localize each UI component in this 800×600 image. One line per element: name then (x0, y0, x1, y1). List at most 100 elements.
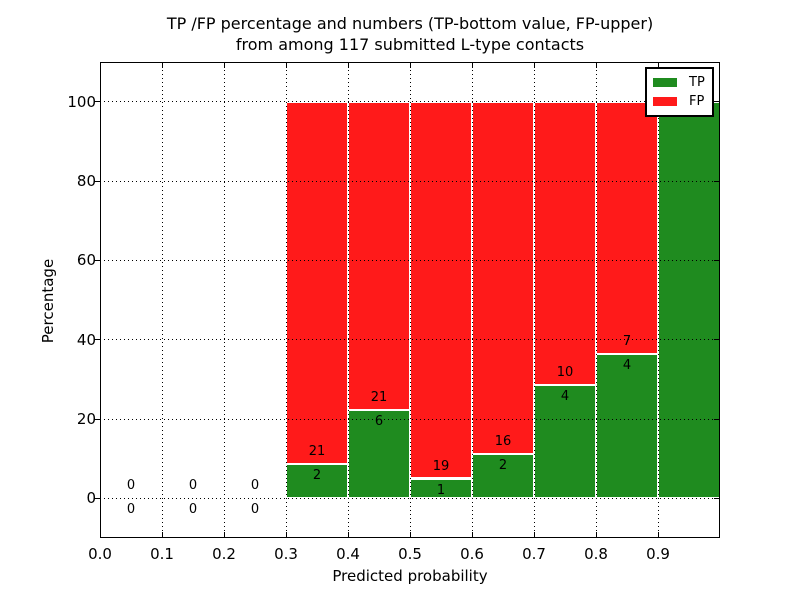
legend: TP FP (645, 67, 714, 117)
y-tick-label: 80 (76, 172, 96, 190)
tp-count-label: 1 (436, 482, 446, 498)
y-tick-mark (714, 339, 720, 341)
gridline-vertical (223, 62, 225, 538)
x-tick-label: 0.7 (522, 545, 546, 563)
y-tick-label: 0 (86, 489, 96, 508)
gridline-vertical (471, 62, 473, 538)
legend-item-fp: FP (653, 92, 712, 111)
x-tick-label: 0.9 (646, 545, 670, 563)
y-tick-mark (714, 418, 720, 420)
x-tick-label: 0.8 (584, 545, 608, 563)
legend-label-fp: FP (689, 94, 705, 109)
gridline-vertical (533, 62, 535, 538)
y-tick-mark (94, 180, 100, 182)
x-tick-mark (595, 62, 597, 68)
tp-count-label: 0 (250, 502, 260, 518)
fp-count-label: 10 (556, 364, 574, 380)
y-tick-mark (94, 418, 100, 420)
y-tick-mark (714, 180, 720, 182)
y-axis-label: Percentage (39, 258, 57, 344)
x-tick-mark (409, 532, 411, 538)
tp-count-label: 6 (374, 414, 384, 430)
x-tick-mark (657, 62, 659, 68)
legend-item-tp: TP (653, 73, 712, 92)
x-tick-mark (99, 532, 101, 538)
x-axis-label: Predicted probability (332, 567, 488, 585)
x-tick-mark (99, 62, 101, 68)
gridline-horizontal (100, 259, 720, 261)
fp-color-swatch (653, 97, 677, 106)
bar-fp-segment (410, 101, 472, 479)
x-tick-mark (285, 532, 287, 538)
fp-count-label: 19 (432, 458, 450, 474)
x-tick-label: 0.1 (150, 545, 174, 563)
bar-tp-segment (596, 353, 658, 499)
chart-title: TP /FP percentage and numbers (TP-bottom… (100, 13, 720, 55)
y-tick-mark (94, 101, 100, 103)
gridline-vertical (409, 62, 411, 538)
y-tick-label: 40 (76, 330, 96, 349)
x-tick-mark (595, 532, 597, 538)
tp-count-label: 4 (560, 388, 570, 404)
x-tick-label: 0.2 (212, 545, 236, 563)
x-tick-mark (347, 62, 349, 68)
fp-count-label: 21 (370, 390, 388, 406)
x-tick-label: 0.5 (398, 545, 422, 563)
x-tick-mark (471, 62, 473, 68)
gridline-horizontal (100, 339, 720, 341)
fp-count-label: 21 (308, 443, 326, 459)
y-tick-mark (714, 497, 720, 499)
legend-label-tp: TP (689, 75, 705, 90)
bar-fp-segment (534, 101, 596, 385)
x-tick-mark (471, 532, 473, 538)
x-tick-mark (223, 532, 225, 538)
tp-color-swatch (653, 78, 677, 87)
bar-tp-segment (348, 410, 410, 499)
tp-count-label: 0 (188, 502, 198, 518)
bar-fp-segment (286, 101, 348, 464)
chart-title-line1: TP /FP percentage and numbers (TP-bottom… (166, 14, 654, 33)
chart-title-line2: from among 117 submitted L-type contacts (235, 35, 585, 54)
x-tick-label: 0.4 (336, 545, 360, 563)
x-tick-label: 0.0 (88, 545, 112, 563)
y-tick-mark (94, 339, 100, 341)
y-tick-label: 100 (67, 92, 96, 111)
gridline-vertical (657, 62, 659, 538)
y-tick-mark (714, 259, 720, 261)
bar-tp-segment (286, 463, 348, 499)
x-tick-label: 0.3 (274, 545, 298, 563)
fp-count-label: 16 (494, 434, 512, 450)
bar-tp-segment (658, 101, 720, 499)
x-tick-mark (533, 62, 535, 68)
y-tick-mark (714, 101, 720, 103)
bar-tp-segment (472, 454, 534, 499)
tp-count-label: 2 (312, 467, 322, 483)
tp-count-label: 0 (126, 502, 136, 518)
y-tick-mark (94, 497, 100, 499)
fp-count-label: 0 (188, 478, 198, 494)
gridline-horizontal (100, 497, 720, 499)
y-tick-label: 60 (76, 251, 96, 270)
gridline-horizontal (100, 101, 720, 103)
x-tick-mark (347, 532, 349, 538)
x-tick-mark (223, 62, 225, 68)
x-tick-mark (533, 532, 535, 538)
tp-count-label: 4 (622, 357, 632, 373)
x-tick-label: 0.6 (460, 545, 484, 563)
fp-count-label: 0 (126, 478, 136, 494)
x-tick-mark (161, 532, 163, 538)
gridline-horizontal (100, 180, 720, 182)
gridline-vertical (285, 62, 287, 538)
gridline-vertical (595, 62, 597, 538)
x-tick-mark (161, 62, 163, 68)
y-tick-label: 20 (76, 410, 96, 428)
bar-tp-segment (534, 384, 596, 499)
fp-count-label: 7 (622, 333, 632, 349)
gridline-vertical (161, 62, 163, 538)
bar-fp-segment (472, 101, 534, 455)
x-tick-mark (409, 62, 411, 68)
bar-fp-segment (596, 101, 658, 354)
tp-count-label: 2 (498, 458, 508, 474)
